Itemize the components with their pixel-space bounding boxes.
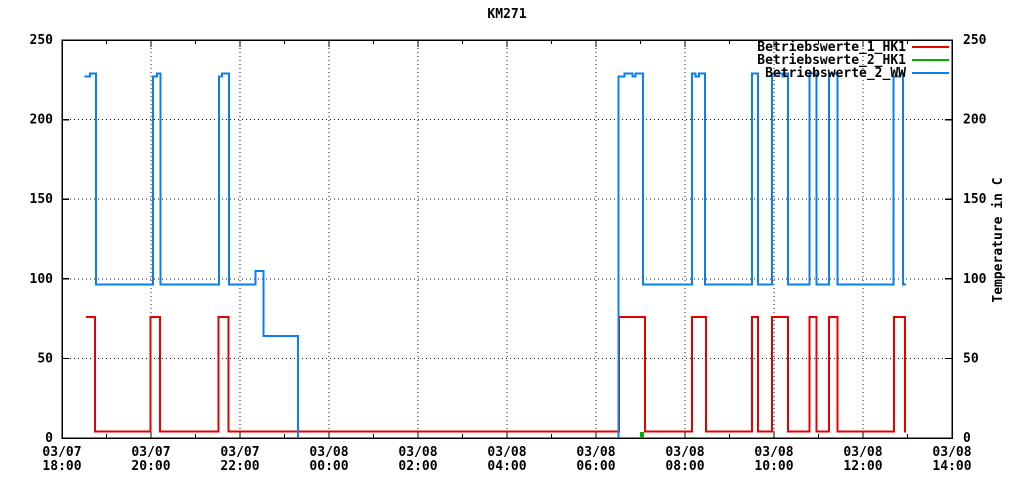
y-tick-label-right: 150 [963,192,987,207]
series-line-betriebswerte_1_hk1 [86,316,907,433]
y-tick-label-right: 0 [963,431,971,446]
x-tick-label-time: 02:00 [398,459,437,474]
x-tick-label-date: 03/08 [843,445,882,460]
x-tick-label-date: 03/07 [42,445,81,460]
y-tick-label-right: 250 [963,33,987,48]
y-tick-label-left: 50 [37,351,53,366]
x-tick-label-time: 22:00 [220,459,259,474]
x-tick-label-time: 00:00 [309,459,348,474]
x-tick-label-time: 06:00 [576,459,615,474]
x-tick-label-time: 20:00 [131,459,170,474]
x-tick-label-date: 03/08 [309,445,348,460]
y-axis-label-right: Temperature in C [991,177,1006,302]
x-tick-label-time: 04:00 [487,459,526,474]
y-tick-label-right: 200 [963,113,987,128]
x-tick-label-time: 12:00 [843,459,882,474]
x-tick-label-date: 03/07 [220,445,259,460]
legend-label: Betriebswerte_2_HK1 [757,53,906,68]
x-tick-label-time: 18:00 [42,459,81,474]
x-tick-label-time: 10:00 [754,459,793,474]
x-tick-label-date: 03/08 [754,445,793,460]
legend-label: Betriebswerte_1_HK1 [757,40,906,55]
x-tick-label-date: 03/08 [487,445,526,460]
y-tick-label-left: 100 [30,272,54,287]
y-tick-label-left: 150 [30,192,54,207]
x-tick-label-date: 03/08 [576,445,615,460]
y-tick-label-right: 100 [963,272,987,287]
y-tick-label-left: 0 [45,431,53,446]
chart-title: KM271 [487,7,526,22]
x-tick-label-date: 03/08 [665,445,704,460]
series-line-betriebswerte_2_ww [617,72,907,438]
series-line-betriebswerte_2_hk1 [639,432,645,438]
series-line-betriebswerte_2_ww [84,72,299,438]
legend-label: Betriebswerte_2_WW [765,66,906,81]
plot-border [61,39,953,439]
x-tick-label-time: 14:00 [932,459,971,474]
x-tick-label-date: 03/08 [398,445,437,460]
y-tick-label-right: 50 [963,351,979,366]
y-tick-label-left: 200 [30,113,54,128]
x-tick-label-date: 03/08 [932,445,971,460]
x-tick-label-date: 03/07 [131,445,170,460]
y-tick-label-left: 250 [30,33,54,48]
x-tick-label-time: 08:00 [665,459,704,474]
